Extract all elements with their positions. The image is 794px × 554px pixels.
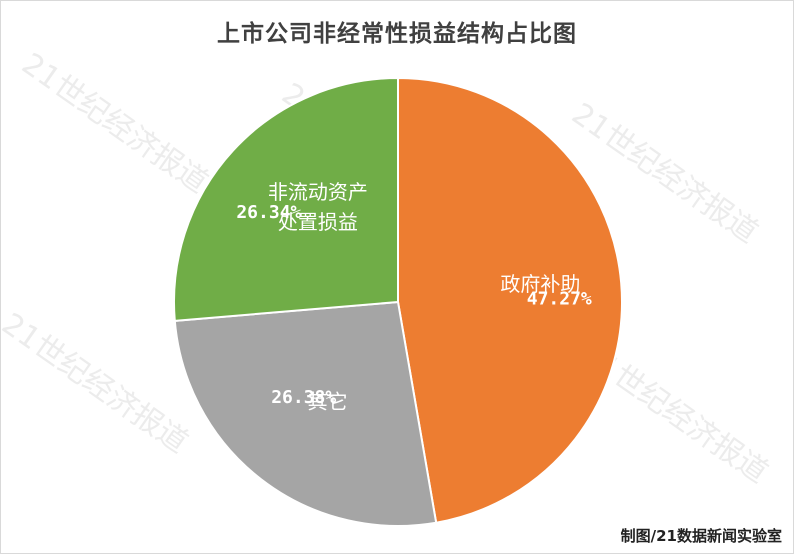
pie-slice-0 [397,76,623,524]
pie-slice-2 [173,76,399,322]
slice-name-label-0: 政府补助 [500,272,580,296]
slice-percent-label-1: 26.38% [271,387,336,408]
slice-percent-label-2: 26.34% [236,202,301,223]
slice-percent-label-0: 47.27% [527,288,592,309]
chart-title: 上市公司非经常性损益结构占比图 [217,21,577,47]
credit-text: 制图/21数据新闻实验室 [620,527,782,545]
pie-slice-1 [173,300,438,527]
slice-name-label-2-line-1: 处置损益 [278,210,358,234]
slice-name-label-2-line-0: 非流动资产 [268,180,368,204]
slice-name-label-1: 其它 [308,390,348,414]
